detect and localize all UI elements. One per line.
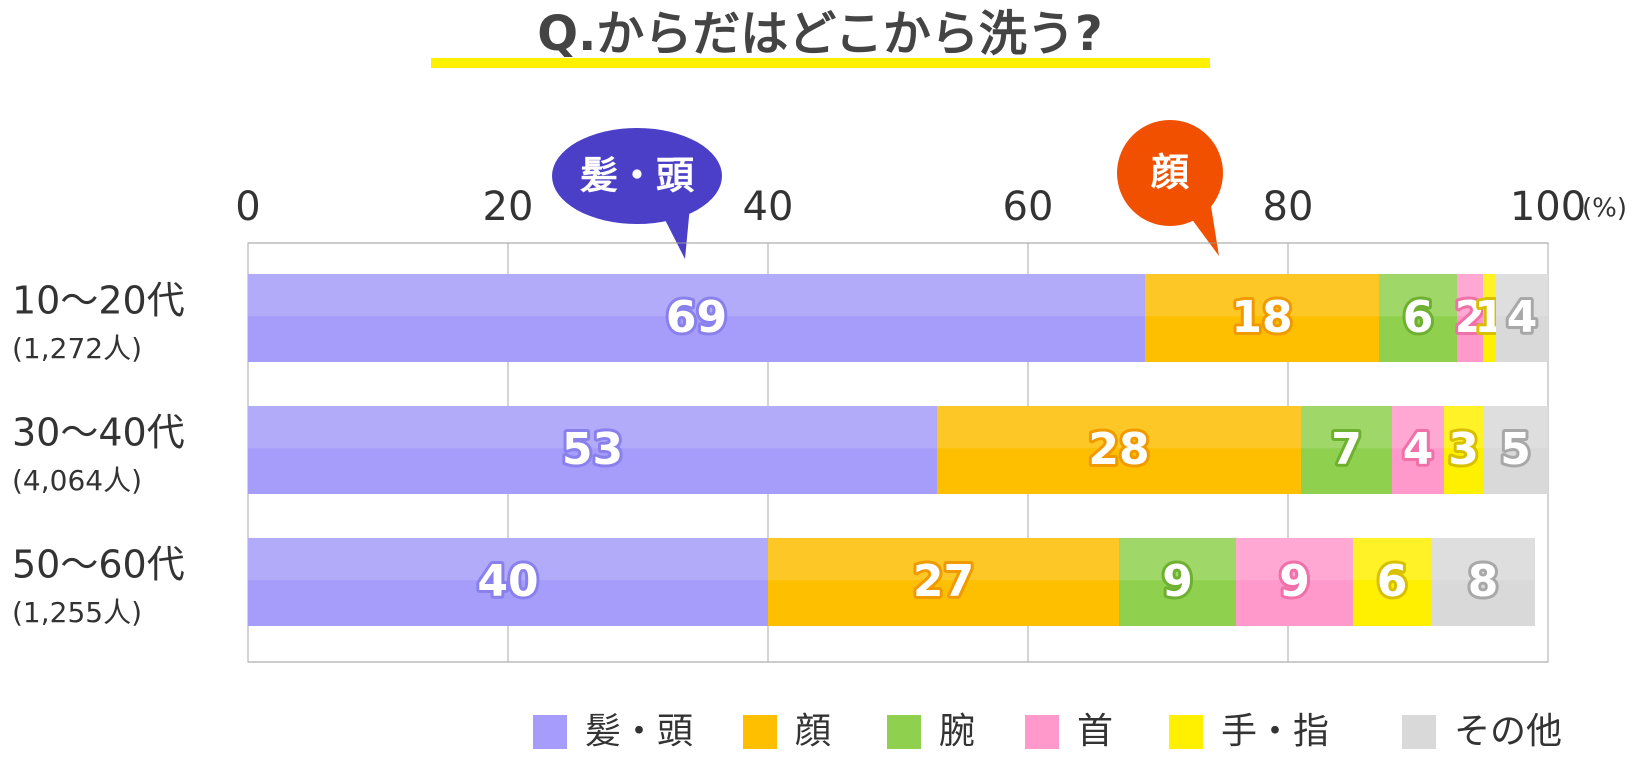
bar-shine — [1301, 406, 1392, 449]
bar-shine — [1457, 274, 1483, 317]
value-label: 6 — [1377, 556, 1408, 607]
bar-segment — [1483, 274, 1496, 362]
chart-title: Q.からだはどこから洗う? — [537, 6, 1102, 62]
bar-shine — [248, 406, 937, 449]
value-label: 4 — [1507, 292, 1538, 343]
bar-shine — [937, 406, 1301, 449]
bar-segment — [1457, 274, 1483, 362]
bar-segment — [1119, 538, 1236, 626]
bar-shine — [1483, 406, 1548, 449]
category-label: 50〜60代 — [12, 543, 185, 587]
bar-shine — [1444, 406, 1483, 449]
category-count: (1,272人) — [12, 332, 142, 365]
x-unit: (%) — [1582, 194, 1627, 224]
legend-label: その他 — [1454, 711, 1562, 752]
value-label: 69 — [666, 292, 727, 343]
legend-label: 顔 — [795, 711, 831, 752]
bar-segment — [1483, 406, 1548, 494]
legend-label: 手・指 — [1221, 711, 1329, 752]
x-tick-label: 0 — [235, 184, 260, 230]
callout-bubble — [1117, 120, 1223, 226]
legend-swatch — [1402, 715, 1436, 749]
bar-shine — [1483, 274, 1496, 317]
value-label: 9 — [1162, 556, 1193, 607]
value-label: 28 — [1088, 424, 1149, 475]
value-label: 8 — [1468, 556, 1499, 607]
value-label: 27 — [913, 556, 974, 607]
title-underline — [431, 58, 1210, 68]
x-tick-label: 60 — [1003, 184, 1054, 230]
legend-label: 腕 — [939, 711, 975, 752]
bar-segment — [768, 538, 1119, 626]
x-tick-label: 100 — [1510, 184, 1586, 230]
category-label: 30〜40代 — [12, 411, 185, 455]
bar-segment — [1431, 538, 1535, 626]
x-tick-label: 40 — [743, 184, 794, 230]
bar-shine — [768, 538, 1119, 581]
callout-text: 髪・頭 — [580, 154, 695, 198]
bar-segment — [1301, 406, 1392, 494]
value-label: 2 — [1455, 292, 1486, 343]
bar-segment — [1392, 406, 1444, 494]
bar-segment — [1496, 274, 1548, 362]
x-tick-label: 80 — [1263, 184, 1314, 230]
bar-shine — [1379, 274, 1457, 317]
legend-swatch — [887, 715, 921, 749]
callout-text: 顔 — [1151, 151, 1189, 195]
bar-segment — [248, 406, 937, 494]
legend-swatch — [1025, 715, 1059, 749]
bar-shine — [1119, 538, 1236, 581]
bar-shine — [1431, 538, 1535, 581]
callout-tail — [660, 206, 690, 259]
value-label: 6 — [1403, 292, 1434, 343]
bar-shine — [248, 274, 1145, 317]
value-label: 3 — [1448, 424, 1479, 475]
category-count: (4,064人) — [12, 464, 142, 497]
value-label: 4 — [1403, 424, 1434, 475]
callout-tail — [1185, 200, 1219, 256]
bar-segment — [1379, 274, 1457, 362]
bar-shine — [1353, 538, 1431, 581]
bar-segment — [248, 538, 768, 626]
bar-segment — [1236, 538, 1353, 626]
value-label: 40 — [477, 556, 538, 607]
callout-bubble — [552, 128, 722, 224]
value-label: 9 — [1279, 556, 1310, 607]
x-tick-label: 20 — [483, 184, 534, 230]
bar-segment — [248, 274, 1145, 362]
category-count: (1,255人) — [12, 596, 142, 629]
legend-swatch — [743, 715, 777, 749]
category-label: 10〜20代 — [12, 279, 185, 323]
value-label: 5 — [1500, 424, 1531, 475]
bar-shine — [1236, 538, 1353, 581]
legend-label: 髪・頭 — [585, 711, 693, 752]
callout: 顔 — [1117, 120, 1223, 256]
legend-swatch — [533, 715, 567, 749]
value-label: 18 — [1231, 292, 1292, 343]
bar-segment — [1145, 274, 1379, 362]
bar-shine — [1392, 406, 1444, 449]
bar-segment — [937, 406, 1301, 494]
value-label: 7 — [1331, 424, 1362, 475]
bar-shine — [1145, 274, 1379, 317]
bar-segment — [1353, 538, 1431, 626]
value-label: 53 — [562, 424, 623, 475]
bar-shine — [248, 538, 768, 581]
bar-shine — [1496, 274, 1548, 317]
callout: 髪・頭 — [552, 128, 722, 259]
bar-segment — [1444, 406, 1483, 494]
legend-label: 首 — [1077, 711, 1113, 752]
legend-swatch — [1169, 715, 1203, 749]
